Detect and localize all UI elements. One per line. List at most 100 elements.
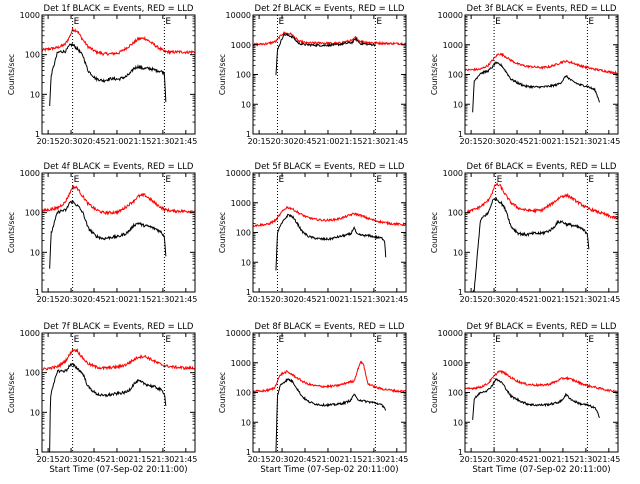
x-tick-label: 20:30 bbox=[60, 137, 83, 146]
plot-frame bbox=[41, 14, 196, 135]
x-tick-label: 20:45 bbox=[293, 455, 316, 464]
lld-series-line bbox=[42, 184, 195, 216]
y-tick-label: 1 bbox=[458, 130, 463, 139]
time-marker-label: E bbox=[165, 175, 171, 185]
y-tick-label: 10000 bbox=[226, 329, 251, 338]
panel-title: Det 9f BLACK = Events, RED = LLD bbox=[467, 322, 617, 332]
y-tick-label: 1000 bbox=[20, 329, 40, 338]
x-tick-label: 21:15 bbox=[128, 295, 151, 304]
x-tick-label: 21:15 bbox=[339, 455, 362, 464]
x-tick-label: 21:45 bbox=[597, 295, 620, 304]
x-tick-label: 20:30 bbox=[271, 455, 294, 464]
time-marker-label: E bbox=[74, 17, 80, 27]
lld-series-line bbox=[465, 369, 618, 393]
time-marker-label: E bbox=[74, 175, 80, 185]
x-tick-label: 20:15 bbox=[37, 455, 60, 464]
y-tick-label: 10 bbox=[30, 248, 40, 257]
y-tick-label: 1000 bbox=[231, 359, 251, 368]
x-tick-label: 21:45 bbox=[174, 455, 197, 464]
time-marker-label: E bbox=[495, 335, 501, 345]
time-marker-label: E bbox=[376, 175, 382, 185]
y-tick-label: 1 bbox=[458, 448, 463, 457]
x-tick-label: 20:15 bbox=[248, 137, 271, 146]
y-tick-label: 1000 bbox=[20, 11, 40, 20]
time-marker-label: E bbox=[588, 335, 594, 345]
x-tick-label: 21:15 bbox=[128, 455, 151, 464]
events-series-line bbox=[275, 378, 387, 452]
x-tick-label: 20:15 bbox=[248, 295, 271, 304]
x-tick-label: 20:30 bbox=[483, 137, 506, 146]
time-marker-label: E bbox=[278, 17, 284, 27]
y-tick-label: 10 bbox=[30, 408, 40, 417]
x-tick-label: 21:30 bbox=[362, 295, 385, 304]
y-tick-label: 1000 bbox=[443, 169, 463, 178]
panel-title: Det 8f BLACK = Events, RED = LLD bbox=[255, 322, 405, 332]
events-series-line bbox=[49, 42, 167, 107]
x-tick-label: 20:15 bbox=[460, 137, 483, 146]
events-series-line bbox=[472, 378, 600, 420]
x-tick-label: 20:45 bbox=[505, 137, 528, 146]
x-tick-label: 20:15 bbox=[248, 455, 271, 464]
panel-title: Det 7f BLACK = Events, RED = LLD bbox=[44, 322, 194, 332]
x-tick-label: 21:15 bbox=[339, 295, 362, 304]
x-tick-label: 20:45 bbox=[82, 455, 105, 464]
y-tick-label: 10 bbox=[241, 418, 251, 427]
lld-series-line bbox=[42, 26, 195, 57]
time-marker-label: E bbox=[588, 17, 594, 27]
x-tick-label: 20:45 bbox=[82, 295, 105, 304]
x-tick-label: 21:15 bbox=[339, 137, 362, 146]
x-tick-label: 21:45 bbox=[385, 295, 408, 304]
lld-series-line bbox=[42, 347, 195, 371]
y-tick-label: 1 bbox=[458, 288, 463, 297]
x-tick-label: 21:00 bbox=[105, 137, 128, 146]
y-tick-label: 10 bbox=[241, 100, 251, 109]
x-tick-label: 20:45 bbox=[505, 455, 528, 464]
panel-title: Det 3f BLACK = Events, RED = LLD bbox=[467, 4, 617, 14]
x-tick-label: 21:30 bbox=[362, 137, 385, 146]
events-series-line bbox=[472, 197, 590, 292]
lld-series-line bbox=[465, 52, 618, 76]
x-axis-label: Start Time (07-Sep-02 20:11:00) bbox=[49, 465, 187, 475]
time-marker-label: E bbox=[165, 335, 171, 345]
y-tick-label: 100 bbox=[448, 389, 463, 398]
time-marker-label: E bbox=[278, 175, 284, 185]
y-tick-label: 1 bbox=[246, 448, 251, 457]
y-tick-label: 100 bbox=[25, 209, 40, 218]
panel-title: Det 2f BLACK = Events, RED = LLD bbox=[255, 4, 405, 14]
x-tick-label: 21:45 bbox=[597, 455, 620, 464]
time-marker-label: E bbox=[495, 17, 501, 27]
x-tick-label: 20:30 bbox=[60, 295, 83, 304]
x-tick-label: 21:15 bbox=[551, 137, 574, 146]
plot-frame bbox=[41, 172, 196, 293]
y-tick-label: 100 bbox=[25, 369, 40, 378]
x-tick-label: 20:15 bbox=[460, 295, 483, 304]
panel-title: Det 5f BLACK = Events, RED = LLD bbox=[255, 162, 405, 172]
x-tick-label: 21:30 bbox=[574, 137, 597, 146]
panel-title: Det 6f BLACK = Events, RED = LLD bbox=[467, 162, 617, 172]
y-tick-label: 10 bbox=[453, 248, 463, 257]
y-axis-label: Counts/sec bbox=[7, 54, 16, 95]
y-tick-label: 1 bbox=[246, 288, 251, 297]
y-axis-label: Counts/sec bbox=[7, 372, 16, 413]
plot-frame bbox=[252, 172, 407, 293]
y-axis-label: Counts/sec bbox=[430, 54, 439, 95]
x-tick-label: 20:45 bbox=[293, 137, 316, 146]
x-tick-label: 21:45 bbox=[385, 137, 408, 146]
time-marker-label: E bbox=[278, 335, 284, 345]
x-tick-label: 20:15 bbox=[37, 137, 60, 146]
time-marker-label: E bbox=[588, 175, 594, 185]
x-tick-label: 20:15 bbox=[37, 295, 60, 304]
x-tick-label: 21:15 bbox=[551, 455, 574, 464]
y-tick-label: 100 bbox=[448, 71, 463, 80]
time-marker-label: E bbox=[497, 175, 503, 185]
x-tick-label: 21:00 bbox=[105, 295, 128, 304]
x-axis-label: Start Time (07-Sep-02 20:11:00) bbox=[260, 465, 398, 475]
x-tick-label: 20:15 bbox=[460, 455, 483, 464]
y-tick-label: 1000 bbox=[443, 359, 463, 368]
lld-series-line bbox=[253, 360, 406, 394]
